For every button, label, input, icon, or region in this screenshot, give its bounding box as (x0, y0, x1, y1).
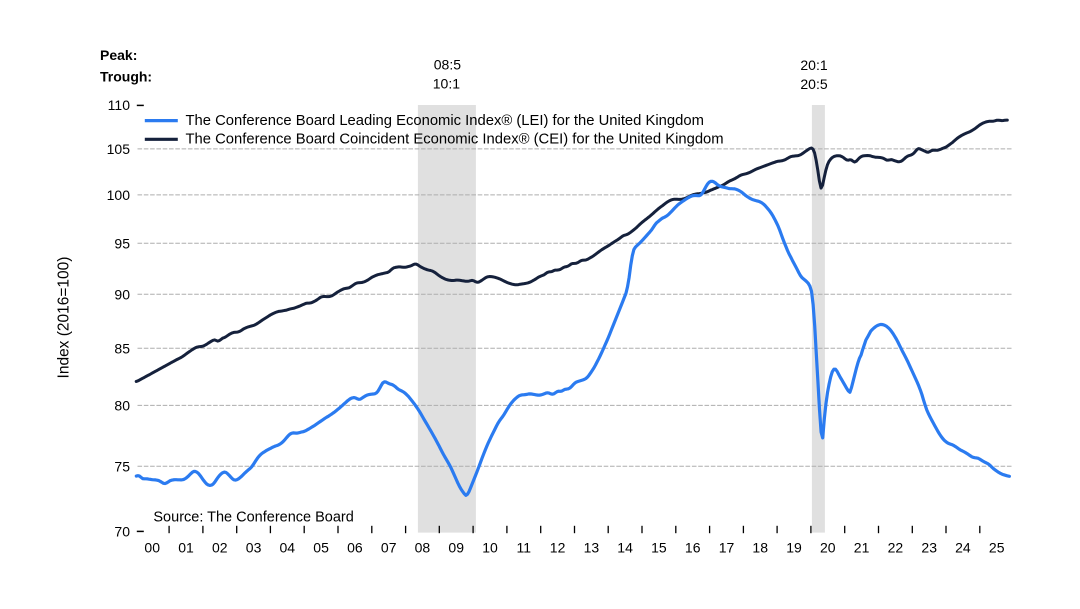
svg-text:22: 22 (888, 540, 904, 556)
svg-text:18: 18 (752, 540, 768, 556)
svg-text:09: 09 (448, 540, 464, 556)
svg-text:08:5: 08:5 (434, 57, 461, 73)
svg-text:24: 24 (955, 540, 971, 556)
svg-text:23: 23 (921, 540, 937, 556)
svg-text:20:5: 20:5 (800, 76, 827, 92)
svg-text:16: 16 (685, 540, 701, 556)
svg-text:13: 13 (584, 540, 600, 556)
svg-text:03: 03 (246, 540, 262, 556)
svg-text:Index (2016=100): Index (2016=100) (56, 257, 73, 379)
svg-text:21: 21 (854, 540, 870, 556)
svg-text:20:1: 20:1 (800, 57, 827, 73)
svg-text:11: 11 (517, 540, 532, 556)
svg-text:90: 90 (114, 286, 130, 302)
svg-text:Peak:: Peak: (100, 47, 137, 63)
svg-text:04: 04 (280, 540, 296, 556)
svg-text:70: 70 (114, 523, 130, 539)
svg-text:00: 00 (144, 540, 160, 556)
svg-text:10: 10 (482, 540, 498, 556)
svg-text:06: 06 (347, 540, 363, 556)
svg-text:14: 14 (617, 540, 633, 556)
svg-text:20: 20 (820, 540, 836, 556)
svg-text:17: 17 (719, 540, 735, 556)
svg-text:105: 105 (107, 141, 131, 157)
svg-text:15: 15 (651, 540, 667, 556)
svg-text:95: 95 (114, 235, 130, 251)
svg-text:05: 05 (313, 540, 329, 556)
svg-text:07: 07 (381, 540, 397, 556)
svg-text:100: 100 (107, 187, 131, 203)
svg-text:Trough:: Trough: (100, 69, 152, 85)
svg-text:25: 25 (989, 540, 1005, 556)
svg-text:19: 19 (786, 540, 802, 556)
svg-text:Source: The Conference Board: Source: The Conference Board (153, 510, 353, 526)
svg-text:110: 110 (108, 97, 131, 113)
svg-text:The Conference Board Coinciden: The Conference Board Coincident Economic… (186, 132, 724, 148)
svg-text:85: 85 (114, 340, 130, 356)
svg-text:12: 12 (550, 540, 566, 556)
svg-text:10:1: 10:1 (433, 76, 460, 92)
svg-text:The Conference Board Leading E: The Conference Board Leading Economic In… (186, 113, 704, 129)
svg-text:75: 75 (114, 458, 130, 474)
svg-text:02: 02 (212, 540, 228, 556)
svg-text:80: 80 (114, 398, 130, 414)
svg-text:08: 08 (415, 540, 431, 556)
svg-text:01: 01 (178, 540, 194, 556)
